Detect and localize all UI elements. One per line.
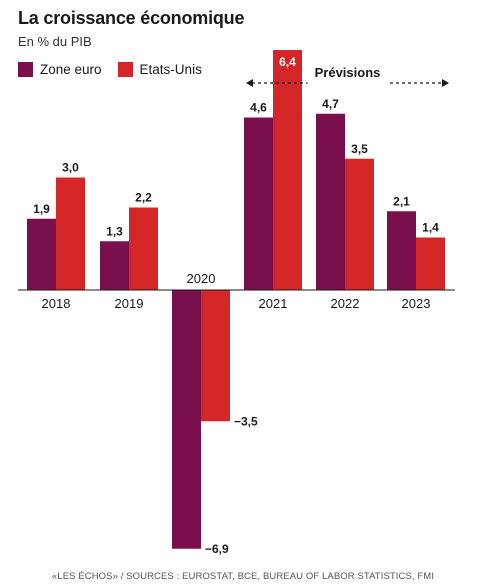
- x-tick-label-2018: 2018: [42, 296, 71, 311]
- forecast-label-background: [307, 69, 388, 87]
- x-tick-label-2022: 2022: [331, 296, 360, 311]
- legend-swatch-zone-euro: [18, 62, 33, 77]
- chart-legend: Zone euro Etats-Unis: [18, 62, 218, 77]
- bar-etats-unis-2019: [129, 207, 158, 290]
- legend-label-etats-unis: Etats-Unis: [139, 62, 202, 77]
- bar-zone-euro-2023: [387, 211, 416, 290]
- value-label-zone-euro-2021: 4,6: [250, 101, 267, 115]
- value-label-zone-euro-2018: 1,9: [33, 202, 50, 216]
- bar-etats-unis-2021: [273, 50, 302, 290]
- source-note: «LES ÉCHOS» / SOURCES : EUROSTAT, BCE, B…: [51, 571, 435, 582]
- bar-etats-unis-2022: [345, 158, 374, 290]
- value-label-zone-euro-2023: 2,1: [393, 194, 410, 208]
- value-label-etats-unis-2018: 3,0: [62, 161, 79, 175]
- bar-zone-euro-2019: [100, 241, 129, 290]
- bar-zone-euro-2022: [316, 113, 345, 290]
- value-label-etats-unis-2022: 3,5: [351, 142, 368, 156]
- legend-swatch-etats-unis: [117, 62, 133, 77]
- bar-etats-unis-2018: [56, 177, 85, 290]
- legend-item-etats-unis: Etats-Unis: [117, 62, 202, 77]
- chart-subtitle: En % du PIB: [18, 34, 92, 49]
- bar-zone-euro-2018: [27, 218, 56, 290]
- x-tick-label-2021: 2021: [259, 296, 288, 311]
- x-tick-label-2020: 2020: [187, 271, 216, 286]
- bar-chart: 1,9 3,0 2018 1,3 2,2 2019 −6,9 −3,5 2020 4,6 6,4 20…: [18, 50, 455, 556]
- forecast-arrow-right-head: [442, 79, 449, 87]
- legend-label-zone-euro: Zone euro: [40, 62, 102, 77]
- value-label-etats-unis-2021: 6,4: [279, 55, 296, 69]
- value-label-zone-euro-2020: −6,9: [205, 542, 229, 556]
- bar-etats-unis-2023: [416, 237, 445, 290]
- value-label-etats-unis-2019: 2,2: [135, 191, 152, 205]
- forecast-label: Prévisions: [315, 65, 381, 80]
- value-label-zone-euro-2022: 4,7: [322, 97, 339, 111]
- bar-zone-euro-2021: [244, 117, 273, 290]
- forecast-arrow-left-head: [246, 79, 253, 87]
- bar-zone-euro-2020: [172, 290, 201, 549]
- value-label-zone-euro-2019: 1,3: [106, 224, 123, 238]
- legend-item-zone-euro: Zone euro: [18, 62, 102, 77]
- bar-etats-unis-2020: [201, 290, 230, 422]
- value-label-etats-unis-2023: 1,4: [422, 221, 439, 235]
- x-tick-label-2023: 2023: [402, 296, 431, 311]
- chart-title: La croissance économique: [18, 8, 245, 28]
- x-tick-label-2019: 2019: [115, 296, 144, 311]
- value-label-etats-unis-2020: −3,5: [234, 414, 258, 428]
